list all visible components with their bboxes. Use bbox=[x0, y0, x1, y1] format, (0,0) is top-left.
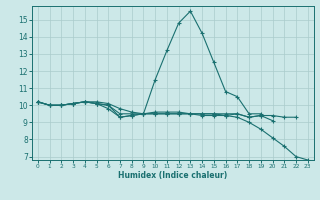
X-axis label: Humidex (Indice chaleur): Humidex (Indice chaleur) bbox=[118, 171, 228, 180]
